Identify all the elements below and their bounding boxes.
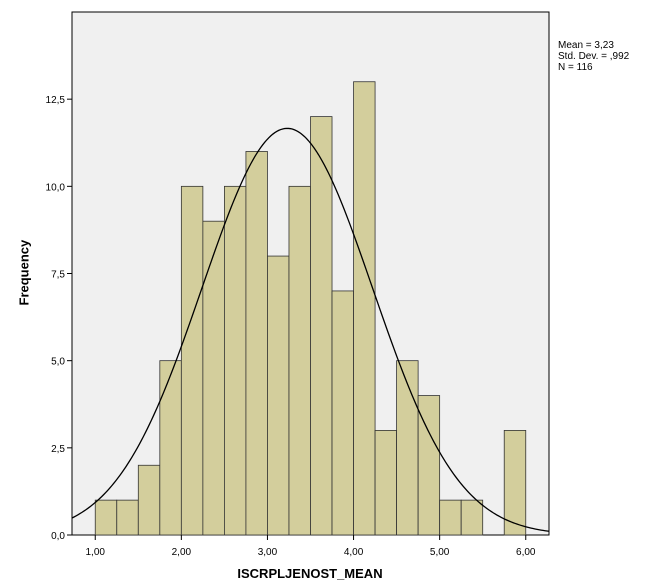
histogram-bar bbox=[223, 185, 247, 536]
normal-curve bbox=[71, 127, 550, 532]
axes-group: 0,0 2,5 5,0 7,5 10,0 12,5 1,00 2,00 3,00 4,00 5,00… bbox=[46, 95, 536, 558]
x-tick-label: 6,00 bbox=[516, 547, 536, 558]
histogram-bar bbox=[288, 185, 311, 536]
histogram-bar bbox=[396, 360, 419, 536]
y-tick-label: 0,0 bbox=[51, 531, 65, 542]
x-axis-label: ISCRPLJENOST_MEAN bbox=[237, 566, 383, 581]
histogram-bar bbox=[439, 499, 462, 536]
histogram-bar bbox=[245, 151, 268, 536]
x-tick-label: 2,00 bbox=[172, 547, 192, 558]
y-tick-label: 10,0 bbox=[46, 182, 66, 193]
histogram-bar bbox=[460, 499, 484, 536]
histogram-bar bbox=[159, 360, 182, 536]
stats-std-dev: Std. Dev. = ,992 bbox=[558, 51, 630, 62]
y-axis-label: Frequency bbox=[16, 239, 32, 306]
histogram-bar bbox=[137, 464, 161, 536]
histogram-bar bbox=[503, 429, 527, 536]
histogram-bar bbox=[310, 116, 333, 536]
histogram-bar bbox=[202, 220, 225, 536]
x-tick-label: 1,00 bbox=[86, 547, 106, 558]
y-tick-label: 12,5 bbox=[46, 95, 66, 106]
histogram-bar bbox=[353, 81, 376, 536]
y-tick-label: 5,0 bbox=[51, 357, 65, 368]
histogram-bar bbox=[374, 429, 398, 536]
histogram-bar bbox=[267, 255, 290, 536]
histogram-bar bbox=[331, 290, 354, 536]
stats-mean: Mean = 3,23 bbox=[558, 40, 614, 51]
y-tick-label: 7,5 bbox=[51, 270, 65, 281]
histogram-bar bbox=[180, 185, 204, 536]
histogram-bar bbox=[417, 395, 441, 536]
stats-n: N = 116 bbox=[558, 62, 593, 73]
histogram-bar bbox=[116, 499, 139, 536]
y-tick-label: 2,5 bbox=[51, 444, 65, 455]
x-tick-label: 3,00 bbox=[258, 547, 278, 558]
x-tick-label: 4,00 bbox=[344, 547, 364, 558]
bars-group bbox=[94, 81, 527, 536]
histogram-bar bbox=[94, 499, 118, 536]
x-tick-label: 5,00 bbox=[430, 547, 450, 558]
stats-box: Mean = 3,23 Std. Dev. = ,992 N = 116 bbox=[558, 40, 629, 73]
